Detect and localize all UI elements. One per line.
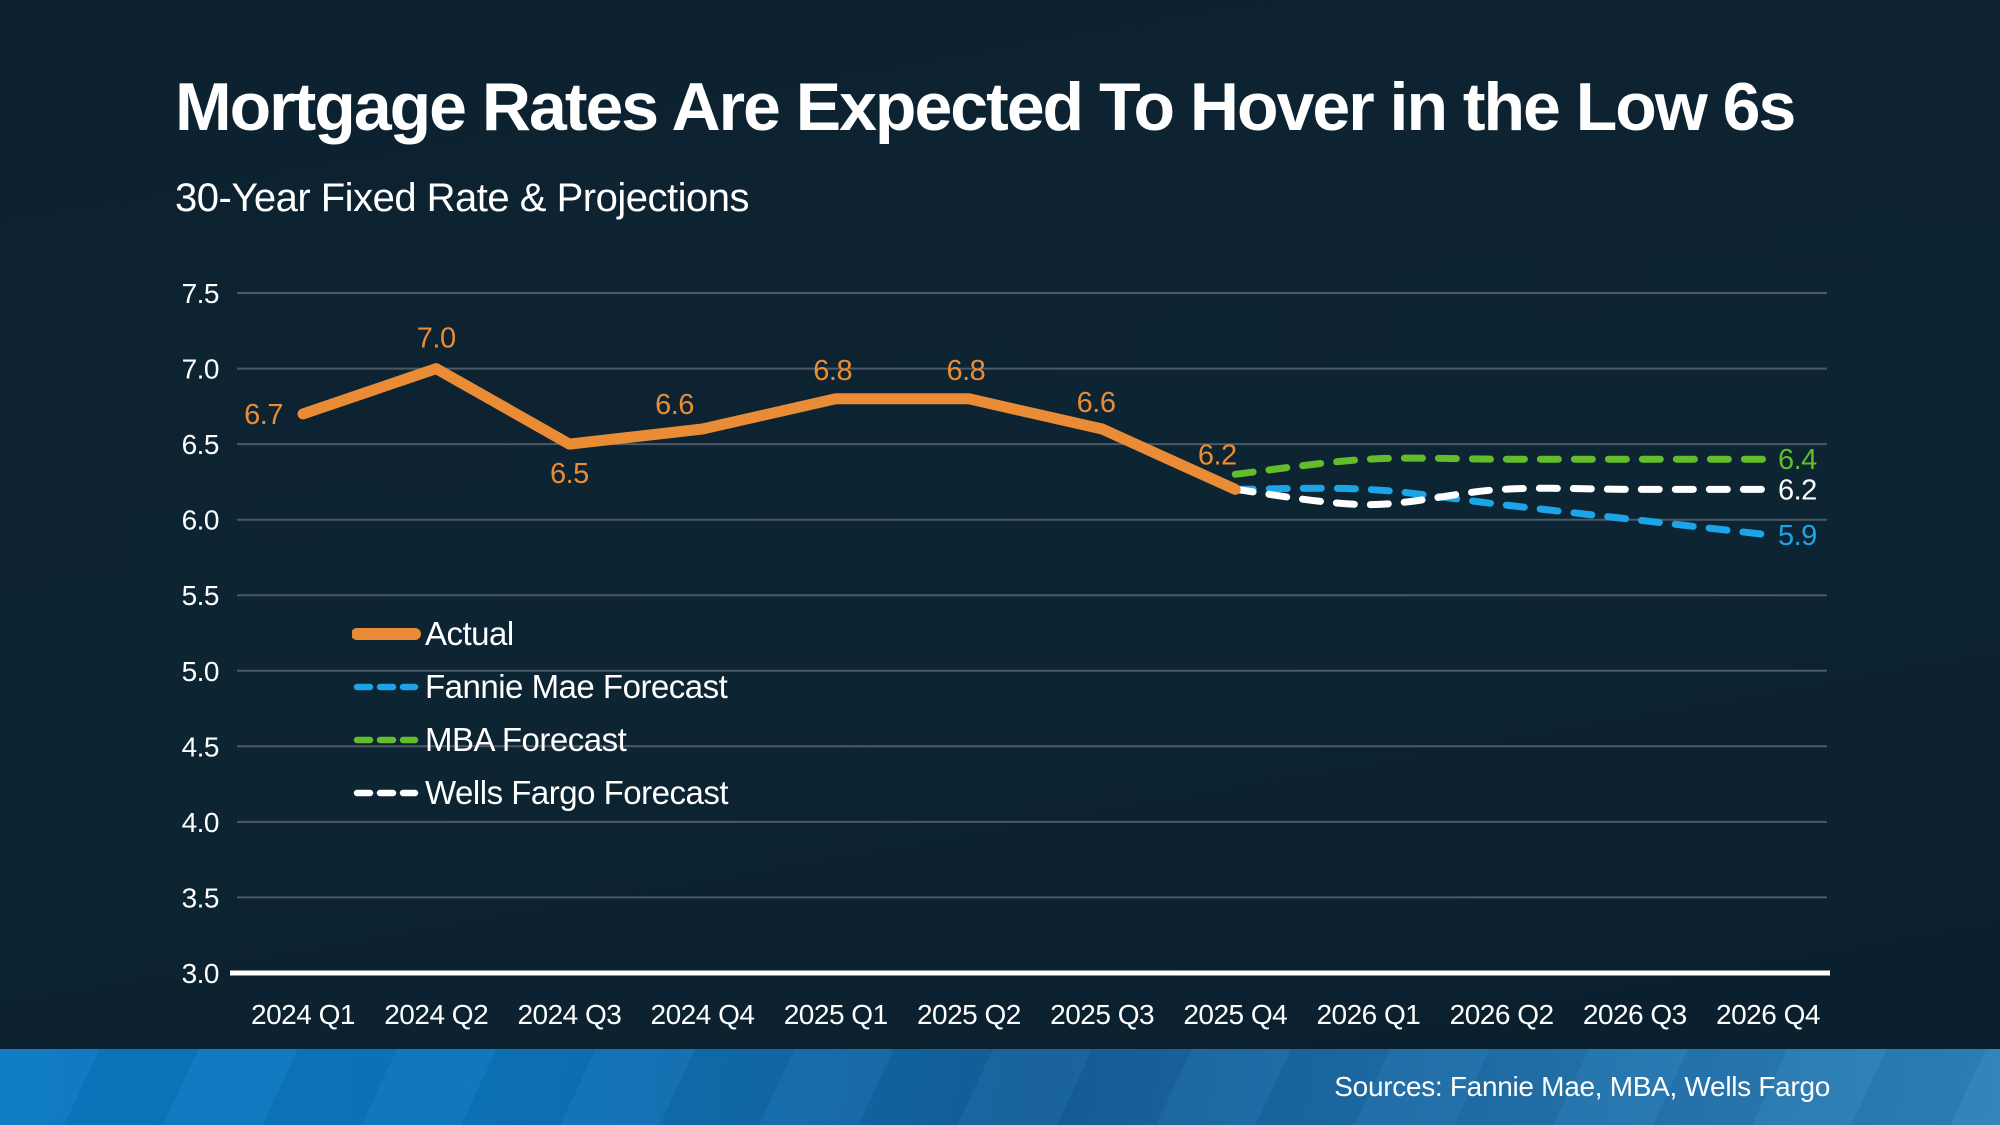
x-axis-label: 2026 Q2	[1450, 999, 1554, 1030]
page-title: Mortgage Rates Are Expected To Hover in …	[175, 69, 1796, 145]
x-axis-label: 2026 Q4	[1716, 999, 1820, 1030]
legend-item-mba: MBA Forecast	[352, 720, 627, 760]
series-end-label: 5.9	[1778, 520, 1817, 552]
y-axis-label: 6.5	[182, 429, 219, 460]
legend-line-sample-dashed	[353, 683, 419, 691]
x-axis-label: 2026 Q3	[1583, 999, 1687, 1030]
y-axis-label: 4.5	[182, 731, 219, 762]
y-axis-label: 5.5	[182, 580, 219, 611]
data-label: 7.0	[417, 323, 456, 355]
y-axis-label: 6.0	[182, 505, 219, 536]
legend-item-wells-fargo: Wells Fargo Forecast	[352, 773, 728, 813]
data-label: 6.6	[1077, 387, 1116, 419]
data-label: 6.6	[655, 389, 694, 421]
x-axis-label: 2024 Q4	[651, 999, 755, 1030]
data-label: 6.5	[550, 458, 589, 490]
data-label: 6.7	[244, 399, 283, 431]
series-line	[1231, 454, 1772, 478]
y-axis-label: 3.0	[182, 958, 219, 989]
y-axis-label: 7.5	[182, 278, 219, 309]
data-label: 6.2	[1198, 439, 1237, 471]
y-axis-label: 7.0	[182, 354, 219, 385]
page-subtitle: 30-Year Fixed Rate & Projections	[175, 176, 749, 220]
x-axis-label: 2025 Q3	[1050, 999, 1154, 1030]
y-axis-label: 4.0	[182, 807, 219, 838]
legend-label: MBA Forecast	[425, 721, 627, 758]
series-line	[297, 363, 1241, 495]
data-label: 6.8	[946, 355, 985, 387]
legend-label: Fannie Mae Forecast	[425, 668, 728, 705]
x-axis-label: 2024 Q2	[384, 999, 488, 1030]
sources-text: Sources: Fannie Mae, MBA, Wells Fargo	[1334, 1071, 1830, 1102]
x-axis-label: 2025 Q1	[784, 999, 888, 1030]
x-axis-label: 2024 Q1	[251, 999, 355, 1030]
x-axis-label: 2026 Q1	[1316, 999, 1420, 1030]
y-axis-label: 3.5	[182, 882, 219, 913]
x-axis-label: 2024 Q3	[517, 999, 621, 1030]
series-end-label: 6.4	[1778, 444, 1817, 476]
series-line	[1231, 484, 1772, 509]
data-label: 6.8	[813, 355, 852, 387]
series-end-label: 6.2	[1778, 474, 1817, 506]
legend-label: Wells Fargo Forecast	[425, 774, 728, 811]
legend-item-fannie-mae: Fannie Mae Forecast	[352, 667, 728, 707]
legend-line-sample-solid	[352, 628, 421, 640]
legend-line-sample-dashed	[353, 789, 419, 797]
legend-item-actual: Actual	[352, 614, 514, 654]
legend-line-sample-dashed	[353, 736, 419, 744]
series-line	[1231, 484, 1772, 539]
legend-label: Actual	[425, 615, 514, 652]
x-axis-label: 2025 Q4	[1183, 999, 1287, 1030]
footer-bar: Sources: Fannie Mae, MBA, Wells Fargo	[0, 1049, 2000, 1125]
x-axis-label: 2025 Q2	[917, 999, 1021, 1030]
y-axis-label: 5.0	[182, 656, 219, 687]
